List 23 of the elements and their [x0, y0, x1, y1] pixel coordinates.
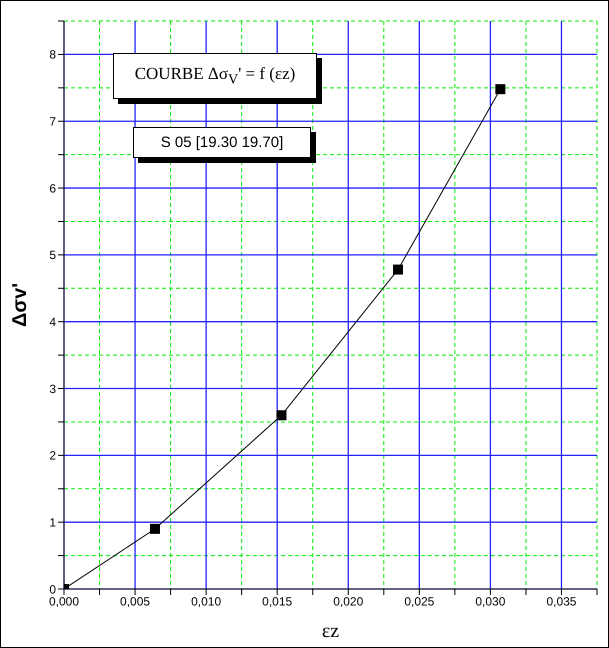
y-tick-label: 6	[49, 181, 56, 196]
x-tick-label: 0,015	[262, 594, 293, 609]
y-tick-label: 5	[49, 248, 56, 262]
x-tick-label: 0,010	[191, 594, 222, 609]
x-tick-label: 0,005	[120, 594, 150, 609]
y-tick-label: 1	[49, 515, 56, 530]
point	[495, 84, 506, 94]
x-tick-label: 0,000	[48, 594, 80, 609]
x-tick-label: 0,025	[404, 594, 435, 609]
y-tick-label: 0	[49, 582, 56, 596]
x-axis-title: εz	[322, 620, 340, 642]
x-tick-label: 0,035	[546, 594, 577, 609]
y-tick-label: 4	[49, 314, 56, 329]
y-tick-label: 3	[49, 382, 56, 396]
y-tick-label: 8	[49, 48, 56, 62]
x-tick-label: 0,020	[333, 594, 364, 609]
x-tick-label: 0,030	[475, 594, 506, 609]
y-tick-label: 2	[49, 448, 56, 463]
point	[276, 410, 286, 420]
y-tick-label: 7	[49, 114, 56, 128]
y-axis-title: Δσv'	[9, 283, 32, 327]
point	[393, 264, 404, 275]
point	[150, 524, 160, 534]
